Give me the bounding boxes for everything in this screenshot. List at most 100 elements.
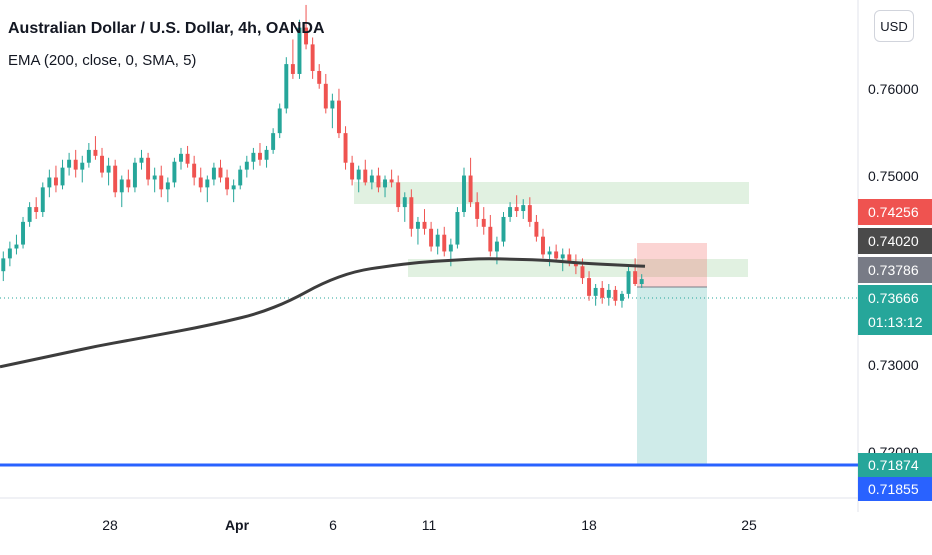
candle-up[interactable] xyxy=(211,167,216,180)
candle-up[interactable] xyxy=(501,216,506,242)
candle-up[interactable] xyxy=(47,177,52,188)
candle-up[interactable] xyxy=(264,149,269,160)
candle-up[interactable] xyxy=(132,162,137,188)
candle-down[interactable] xyxy=(554,251,559,259)
candle-up[interactable] xyxy=(508,207,513,217)
candle-down[interactable] xyxy=(587,278,592,296)
candle-up[interactable] xyxy=(251,152,256,162)
candle-up[interactable] xyxy=(179,153,183,162)
candle-up[interactable] xyxy=(60,167,65,186)
candle-down[interactable] xyxy=(258,152,262,160)
candle-down[interactable] xyxy=(34,207,39,213)
candle-down[interactable] xyxy=(218,167,223,178)
candle-down[interactable] xyxy=(541,236,545,255)
candle-up[interactable] xyxy=(106,165,111,173)
candle-up[interactable] xyxy=(415,221,420,229)
candle-up[interactable] xyxy=(139,157,144,163)
candle-up[interactable] xyxy=(238,169,243,186)
candle-up[interactable] xyxy=(27,207,32,222)
candle-down[interactable] xyxy=(304,27,309,45)
candle-up[interactable] xyxy=(521,205,526,212)
candle-down[interactable] xyxy=(376,175,381,188)
candle-up[interactable] xyxy=(402,197,407,208)
candle-up[interactable] xyxy=(14,244,19,249)
candle-down[interactable] xyxy=(100,155,104,173)
candle-down[interactable] xyxy=(198,177,203,188)
candle-down[interactable] xyxy=(567,254,572,263)
candle-up[interactable] xyxy=(80,162,85,170)
candle-down[interactable] xyxy=(192,163,197,178)
candle-up[interactable] xyxy=(619,293,624,301)
candle-down[interactable] xyxy=(323,83,328,109)
candle-up[interactable] xyxy=(21,221,26,245)
candle-down[interactable] xyxy=(290,64,295,74)
currency-button[interactable]: USD xyxy=(874,10,914,42)
candle-down[interactable] xyxy=(475,202,480,219)
candle-down[interactable] xyxy=(396,182,401,208)
candle-down[interactable] xyxy=(613,289,618,301)
candle-down[interactable] xyxy=(310,44,315,72)
candle-up[interactable] xyxy=(284,64,289,109)
candle-up[interactable] xyxy=(356,169,361,180)
candle-up[interactable] xyxy=(7,248,12,259)
candle-down[interactable] xyxy=(185,153,190,164)
candle-up[interactable] xyxy=(244,161,249,170)
ema-indicator-label[interactable]: EMA (200, close, 0, SMA, 5) xyxy=(8,52,197,69)
candle-down[interactable] xyxy=(442,234,447,252)
candle-down[interactable] xyxy=(488,226,493,252)
candle-up[interactable] xyxy=(297,27,302,74)
candle-down[interactable] xyxy=(126,179,131,188)
candle-down[interactable] xyxy=(514,207,519,212)
candle-down[interactable] xyxy=(73,159,78,170)
candle-up[interactable] xyxy=(40,187,45,213)
candle-down[interactable] xyxy=(481,218,486,227)
candle-up[interactable] xyxy=(383,179,387,188)
candle-up[interactable] xyxy=(277,108,282,134)
candle-down[interactable] xyxy=(336,100,341,134)
candle-up[interactable] xyxy=(86,149,91,163)
candle-down[interactable] xyxy=(409,197,414,229)
candle-up[interactable] xyxy=(165,182,170,190)
candle-up[interactable] xyxy=(455,212,460,245)
candle-down[interactable] xyxy=(633,271,638,285)
candle-up[interactable] xyxy=(205,179,210,188)
candle-down[interactable] xyxy=(113,165,118,193)
candle-down[interactable] xyxy=(429,228,434,247)
candle-down[interactable] xyxy=(468,175,473,203)
candle-down[interactable] xyxy=(422,221,427,229)
candle-down[interactable] xyxy=(600,287,605,298)
candle-down[interactable] xyxy=(527,205,532,222)
candle-up[interactable] xyxy=(271,133,276,150)
candle-up[interactable] xyxy=(369,175,374,183)
candle-down[interactable] xyxy=(389,179,394,183)
candle-up[interactable] xyxy=(560,254,565,259)
candle-down[interactable] xyxy=(146,157,151,180)
candle-down[interactable] xyxy=(225,177,230,190)
candle-down[interactable] xyxy=(159,175,164,190)
candle-down[interactable] xyxy=(580,266,585,279)
candle-down[interactable] xyxy=(93,149,98,156)
candle-down[interactable] xyxy=(350,162,355,180)
candle-down[interactable] xyxy=(363,169,368,183)
candle-up[interactable] xyxy=(1,258,6,272)
candle-up[interactable] xyxy=(462,175,466,213)
candle-up[interactable] xyxy=(448,244,453,252)
candle-up[interactable] xyxy=(593,287,598,296)
candle-down[interactable] xyxy=(343,133,348,163)
candle-down[interactable] xyxy=(534,221,539,237)
candle-down[interactable] xyxy=(53,177,58,186)
candle-up[interactable] xyxy=(435,234,440,247)
candle-up[interactable] xyxy=(152,175,157,180)
candle-down[interactable] xyxy=(573,262,578,267)
candle-up[interactable] xyxy=(626,271,631,294)
candle-up[interactable] xyxy=(330,100,335,109)
candle-down[interactable] xyxy=(317,71,322,84)
candle-up[interactable] xyxy=(494,241,499,252)
candle-up[interactable] xyxy=(606,289,611,298)
candle-up[interactable] xyxy=(172,161,177,183)
candle-up[interactable] xyxy=(231,185,236,190)
candle-up[interactable] xyxy=(67,159,72,168)
candle-up[interactable] xyxy=(119,179,124,193)
candle-up[interactable] xyxy=(547,251,552,255)
